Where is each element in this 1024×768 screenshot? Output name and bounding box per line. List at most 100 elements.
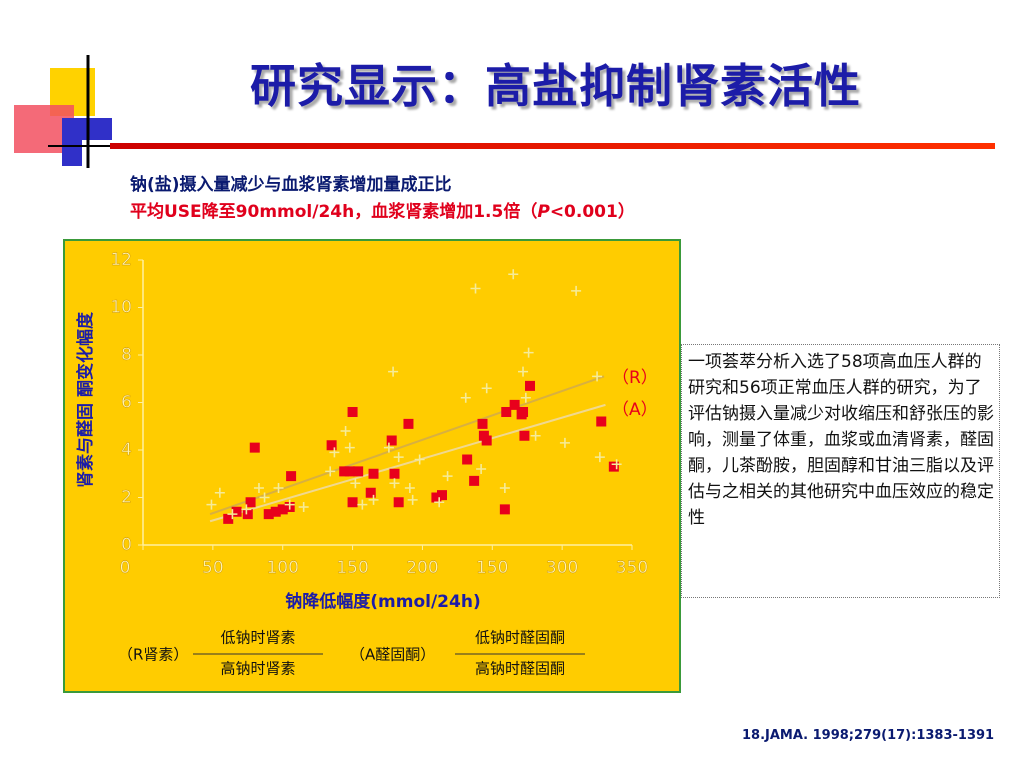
- point: [389, 478, 400, 489]
- x-axis-label: 钠降低幅度(mmol/24h): [285, 591, 480, 612]
- formula-denominator: 高钠时肾素: [220, 660, 295, 678]
- point: [523, 347, 534, 358]
- point: [326, 440, 337, 451]
- trend-line: [209, 403, 606, 523]
- point: [214, 487, 225, 498]
- point: [501, 407, 512, 417]
- subtitle: 钠(盐)摄入量减少与血浆肾素增加量成正比: [130, 175, 452, 195]
- slide-title: 研究显示：高盐抑制肾素活性: [250, 59, 861, 113]
- point: [286, 471, 297, 482]
- text: 平均USE降至90mmol/24h，血浆肾素增加1.5倍（: [130, 202, 538, 222]
- point: [339, 466, 350, 477]
- point: [611, 459, 622, 470]
- point: [249, 442, 260, 453]
- point: [263, 509, 274, 520]
- point: [559, 437, 570, 448]
- point: [571, 285, 582, 296]
- point: [340, 426, 351, 436]
- point: [477, 418, 488, 429]
- point: [253, 483, 264, 493]
- point: [386, 435, 397, 446]
- x-tick-label: 150: [336, 558, 368, 578]
- point: [231, 506, 242, 517]
- x-tick-label: 350: [616, 558, 648, 578]
- x-tick-label: 200: [406, 558, 438, 578]
- point: [509, 399, 520, 410]
- point: [368, 494, 379, 505]
- formula-denominator: 高钠时醛固酮: [475, 660, 565, 678]
- point: [414, 454, 425, 465]
- point: [404, 483, 415, 493]
- point: [223, 513, 234, 524]
- point: [525, 380, 536, 391]
- point: [476, 464, 487, 474]
- point: [353, 466, 364, 477]
- point: [407, 494, 418, 505]
- x-tick-label: 0: [120, 558, 131, 578]
- x-tick-label: 300: [546, 558, 578, 578]
- point: [481, 383, 492, 394]
- point: [227, 509, 238, 520]
- y-axis-label: 肾素与醛固 酮变化幅度: [75, 311, 96, 488]
- y-tick-label: 6: [121, 393, 132, 413]
- point: [277, 504, 288, 515]
- point: [344, 466, 355, 477]
- point: [329, 447, 340, 458]
- y-tick-label: 4: [121, 440, 132, 460]
- point: [403, 418, 414, 429]
- point: [245, 497, 256, 508]
- point: [383, 442, 394, 453]
- y-tick-label: 8: [121, 345, 132, 365]
- point: [519, 430, 530, 441]
- point: [270, 506, 281, 517]
- point: [530, 430, 541, 441]
- trend-line: [209, 375, 605, 516]
- series-label: （R）: [612, 368, 658, 388]
- x-tick-label: 50: [202, 558, 224, 578]
- point: [357, 499, 368, 510]
- y-tick-label: 12: [110, 250, 132, 270]
- formula-label: （R肾素）: [118, 646, 188, 664]
- point: [393, 452, 404, 463]
- point: [298, 502, 309, 512]
- point: [608, 461, 619, 472]
- text: P: [537, 202, 550, 222]
- point: [460, 392, 471, 403]
- x-tick-label: 150: [476, 558, 508, 578]
- point: [350, 478, 361, 489]
- point: [596, 416, 607, 427]
- text: <0.001）: [549, 202, 635, 222]
- point: [436, 490, 447, 501]
- point: [520, 392, 531, 403]
- formula-numerator: 低钠时醛固酮: [475, 629, 565, 647]
- x-tick-label: 100: [266, 558, 298, 578]
- point: [365, 487, 376, 498]
- point: [592, 371, 603, 382]
- y-tick-label: 10: [110, 298, 132, 318]
- side-text: 一项荟萃分析入选了58项高血压人群的研究和56项正常血压人群的研究，为了评估钠摄…: [681, 344, 1000, 598]
- series-label: （A）: [612, 400, 658, 420]
- point: [347, 407, 358, 417]
- point: [518, 407, 529, 417]
- point: [259, 492, 270, 503]
- point: [499, 483, 510, 493]
- point: [594, 452, 605, 463]
- point: [431, 492, 442, 503]
- point: [499, 504, 510, 515]
- point: [389, 468, 400, 479]
- y-tick-label: 2: [121, 488, 132, 508]
- point: [393, 497, 404, 508]
- point: [273, 483, 284, 493]
- point: [481, 435, 492, 446]
- formula-numerator: 低钠时肾素: [220, 629, 295, 647]
- logo: [14, 55, 112, 168]
- point: [206, 499, 217, 510]
- subtitle: 平均USE降至90mmol/24h，血浆肾素增加1.5倍（P<0.001）: [130, 197, 635, 222]
- point: [242, 509, 253, 520]
- point: [442, 471, 453, 482]
- point: [518, 366, 529, 377]
- point: [368, 468, 379, 479]
- point: [469, 475, 480, 486]
